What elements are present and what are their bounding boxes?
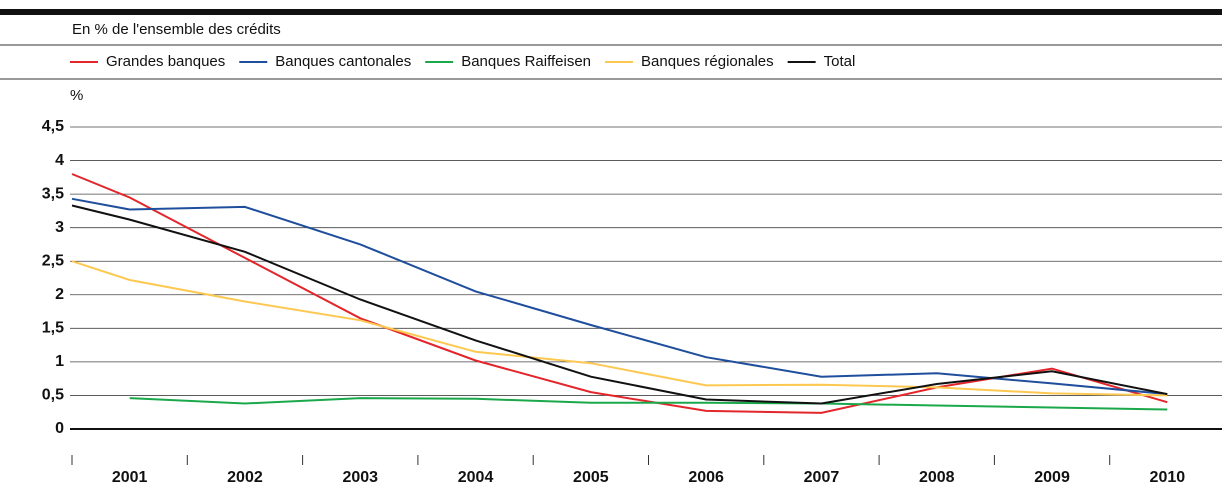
legend-label: Grandes banques	[106, 53, 225, 70]
y-tick-label: 1,5	[42, 320, 64, 337]
series-line	[71, 197, 1168, 396]
y-tick-label: 4,5	[42, 118, 64, 135]
x-tick-label: 2001	[112, 469, 148, 486]
series-line	[71, 204, 1168, 405]
y-tick-label: 2	[55, 286, 64, 303]
legend-label: Banques Raiffeisen	[461, 53, 591, 70]
x-tick-label: 2003	[342, 469, 378, 486]
series-line	[71, 260, 1168, 397]
y-tick-label: 0	[55, 420, 64, 437]
y-tick-label: 0,5	[42, 387, 64, 404]
y-tick-label: 3,5	[42, 185, 64, 202]
x-tick-label: 2009	[1034, 469, 1070, 486]
y-tick-label: 3	[55, 219, 64, 236]
x-tick-label: 2010	[1150, 469, 1186, 486]
y-axis-label: %	[70, 87, 83, 104]
y-tick-label: 2,5	[42, 252, 64, 269]
x-tick-label: 2004	[458, 469, 494, 486]
x-tick-label: 2008	[919, 469, 955, 486]
y-tick-label: 4	[55, 152, 64, 169]
chart-subtitle: En % de l'ensemble des crédits	[72, 21, 281, 38]
x-tick-label: 2005	[573, 469, 609, 486]
legend-label: Total	[824, 53, 856, 70]
y-tick-label: 1	[55, 353, 64, 370]
legend-label: Banques cantonales	[275, 53, 411, 70]
x-tick-label: 2006	[688, 469, 724, 486]
series-line	[129, 397, 1168, 411]
legend-label: Banques régionales	[641, 53, 774, 70]
header-bar	[0, 9, 1222, 15]
series-line	[71, 173, 1168, 414]
x-tick-label: 2007	[804, 469, 840, 486]
x-tick-label: 2002	[227, 469, 263, 486]
